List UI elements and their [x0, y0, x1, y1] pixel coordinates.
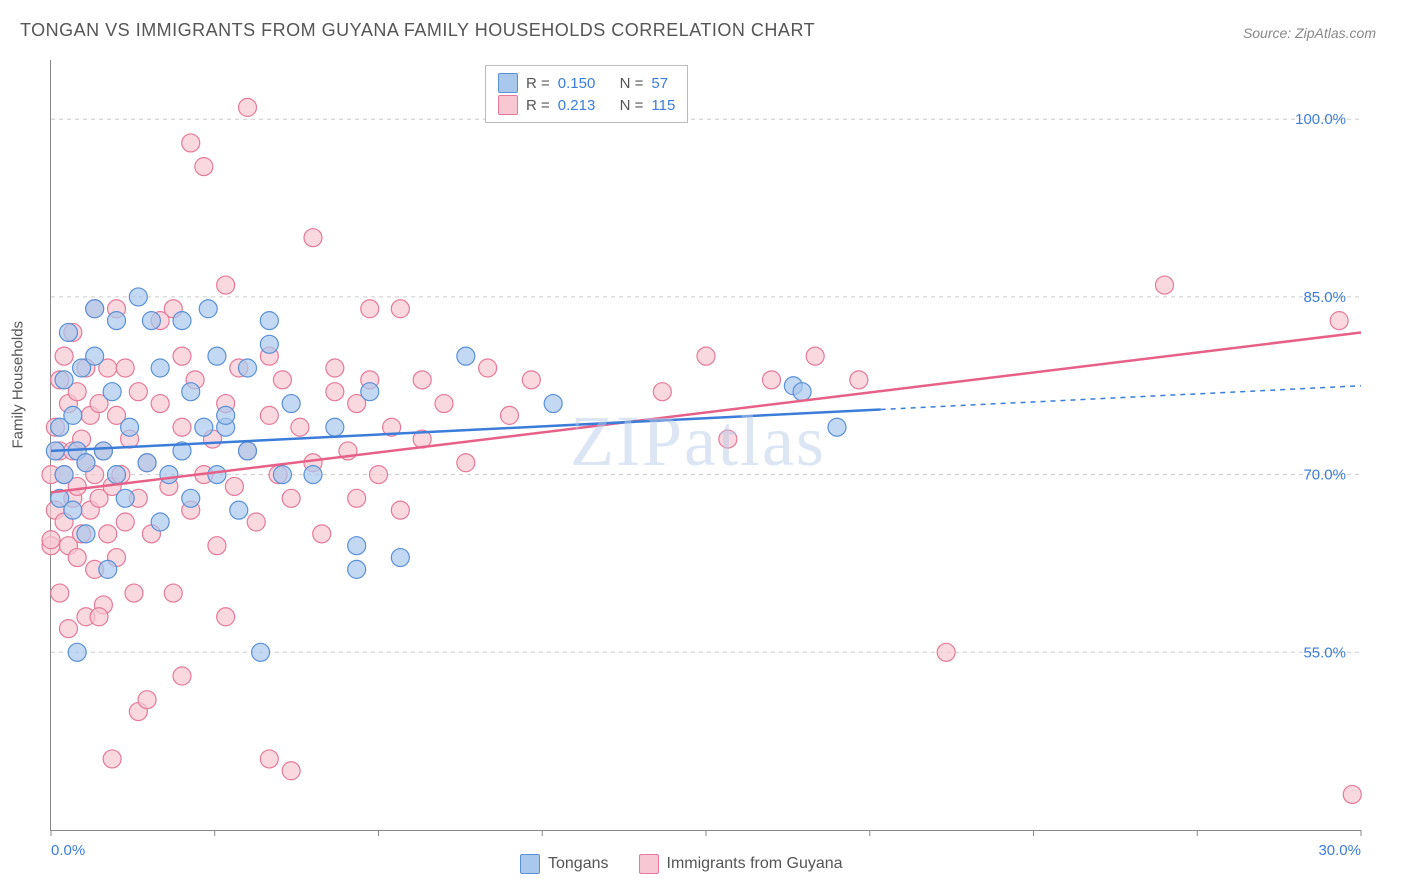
r-value-1: 0.213: [558, 97, 596, 114]
swatch-blue: [520, 854, 540, 874]
svg-text:30.0%: 30.0%: [1318, 842, 1361, 859]
n-value-1: 115: [651, 97, 675, 114]
n-label: N =: [620, 97, 644, 114]
series-legend: Tongans Immigrants from Guyana: [520, 854, 843, 874]
chart-title: TONGAN VS IMMIGRANTS FROM GUYANA FAMILY …: [20, 20, 815, 41]
swatch-pink: [498, 95, 518, 115]
legend-label-1: Immigrants from Guyana: [667, 855, 843, 873]
svg-text:0.0%: 0.0%: [51, 842, 85, 859]
legend-label-0: Tongans: [548, 855, 609, 873]
svg-text:85.0%: 85.0%: [1303, 289, 1346, 306]
plot-area: 55.0%70.0%85.0%100.0%0.0%30.0%: [50, 60, 1361, 831]
swatch-pink: [639, 854, 659, 874]
r-label: R =: [526, 75, 550, 92]
correlation-legend: R = 0.150 N = 57 R = 0.213 N = 115: [485, 65, 688, 123]
r-label: R =: [526, 97, 550, 114]
svg-text:55.0%: 55.0%: [1303, 644, 1346, 661]
swatch-blue: [498, 73, 518, 93]
chart-svg: 55.0%70.0%85.0%100.0%0.0%30.0%: [51, 60, 1361, 830]
n-label: N =: [620, 75, 644, 92]
svg-text:70.0%: 70.0%: [1303, 467, 1346, 484]
svg-text:100.0%: 100.0%: [1295, 111, 1346, 128]
y-axis-label: Family Households: [10, 321, 27, 449]
r-value-0: 0.150: [558, 75, 596, 92]
n-value-0: 57: [651, 75, 668, 92]
source-credit: Source: ZipAtlas.com: [1243, 25, 1376, 41]
